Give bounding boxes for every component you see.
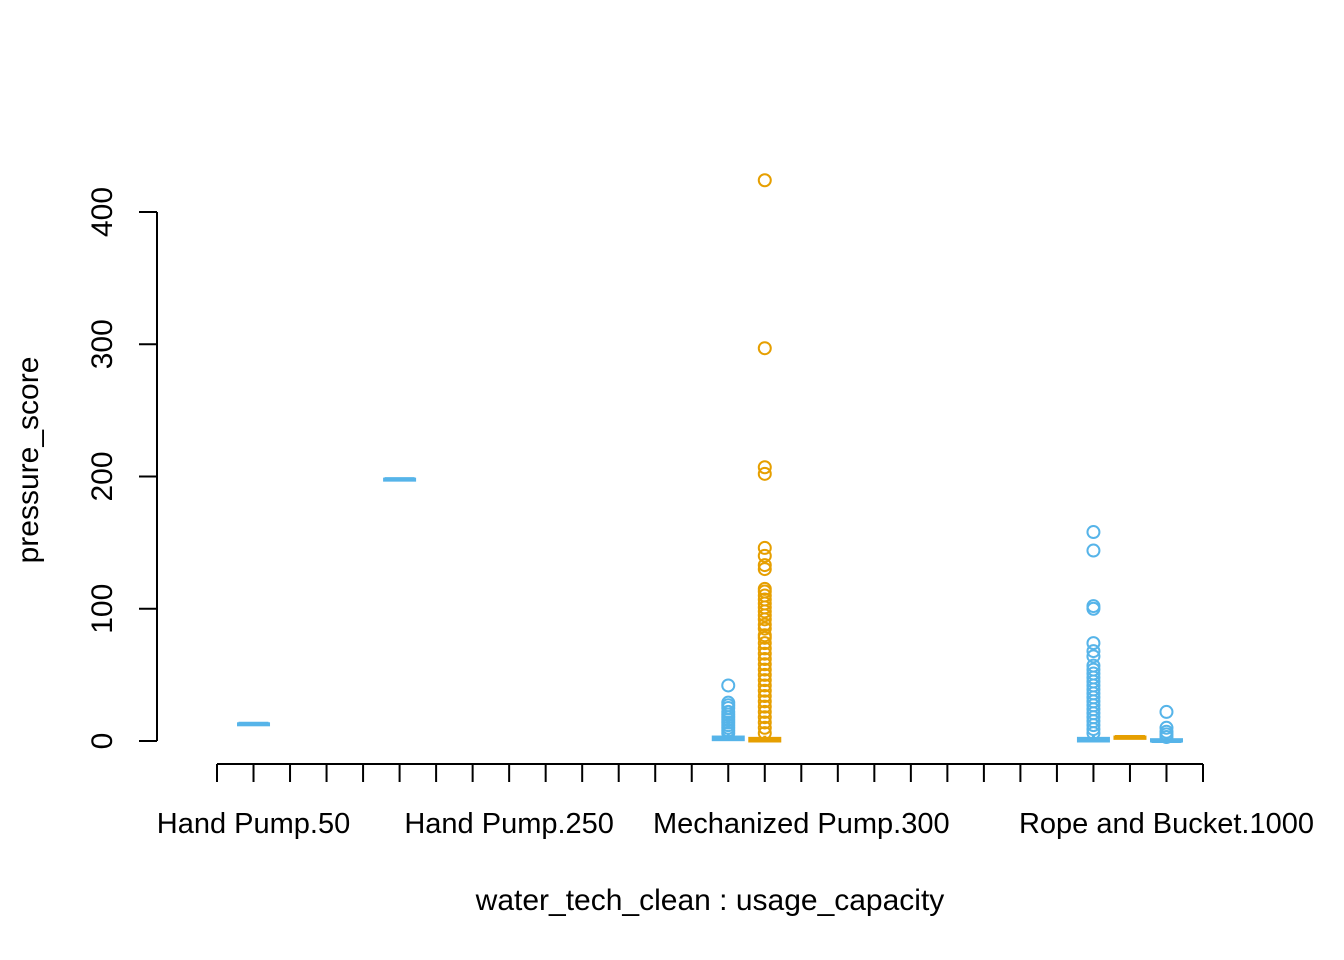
x-axis: Hand Pump.50 Hand Pump.250 Mechanized Pump… [157,763,1314,840]
outlier-point [757,641,772,656]
y-axis: 0 100 200 300 400 [86,187,158,750]
x-axis-title: water_tech_clean : usage_capacity [475,884,945,917]
outlier-point [757,562,772,577]
plot-area [237,173,1183,745]
outlier-point [757,592,772,607]
outlier-point [757,657,772,672]
outlier-point [757,636,772,651]
outlier-point [757,540,772,555]
outlier-point [757,726,772,741]
outlier-point [757,617,772,632]
outlier-point [757,699,772,714]
outlier-point [757,678,772,693]
outlier-point [757,628,772,643]
outlier-point [1159,724,1174,739]
x-tick-label: Mechanized Pump.300 [653,808,950,840]
y-tick-label: 100 [86,584,119,634]
x-tick-label: Rope and Bucket.1000 [1019,808,1314,840]
outlier-point [1086,662,1101,677]
outlier-point [1086,599,1101,614]
outlier-point [1159,704,1174,719]
outlier-point [1159,720,1174,735]
outlier-point [757,673,772,688]
y-tick-label: 400 [86,187,119,237]
outlier-point [757,581,772,596]
x-tick-label: Hand Pump.250 [404,808,614,840]
outlier-point [1086,666,1101,681]
outlier-point [721,678,736,693]
outlier-point [1086,636,1101,651]
outlier-point [721,704,736,719]
y-tick-label: 0 [86,733,119,750]
outlier-point [757,667,772,682]
outlier-point [1086,649,1101,664]
x-tick-label: Hand Pump.50 [157,808,350,840]
outlier-point [757,558,772,573]
outlier-point [757,689,772,704]
y-tick-label: 200 [86,451,119,501]
outlier-point [1086,525,1101,540]
outlier-point [757,704,772,719]
box-group [748,173,782,743]
outlier-point [757,460,772,475]
outlier-point [1086,658,1101,673]
outlier-point [757,683,772,698]
outlier-point [757,341,772,356]
y-tick-label: 300 [86,319,119,369]
outlier-point [757,694,772,709]
box-group [1076,525,1110,743]
outlier-point [721,695,736,710]
outlier-point [757,652,772,667]
outlier-point [757,621,772,636]
box-group [711,678,745,742]
outlier-point [757,173,772,188]
outlier-point [1086,644,1101,659]
box-group [1113,735,1147,740]
box-group [383,477,417,482]
outlier-point [757,466,772,481]
outlier-point [757,710,772,725]
outlier-point [757,548,772,563]
outlier-point [757,715,772,730]
box-group [1149,704,1183,745]
outlier-point [757,720,772,735]
outlier-point [1086,543,1101,558]
box-group [237,721,271,727]
outlier-point [757,662,772,677]
outlier-point [757,646,772,661]
outlier-point [757,588,772,603]
y-axis-title: pressure_score [12,357,45,564]
